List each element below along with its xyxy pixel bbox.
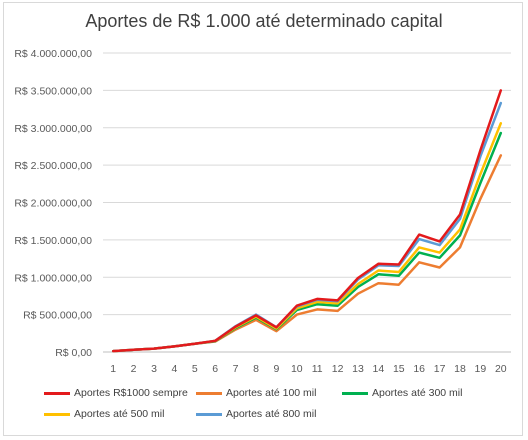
y-axis: R$ 0,00 R$ 500.000,00 R$ 1.000.000,00 R$ 1.… xyxy=(14,48,92,359)
legend-label: Aportes até 300 mil xyxy=(372,387,463,399)
chart-title: Aportes de R$ 1.000 até determinado capi… xyxy=(85,11,443,31)
x-tick-label: 10 xyxy=(291,363,303,375)
y-tick-label: R$ 2.500.000,00 xyxy=(14,160,92,172)
x-tick-label: 14 xyxy=(373,363,385,375)
x-tick-label: 3 xyxy=(151,363,157,375)
x-tick-label: 15 xyxy=(393,363,405,375)
legend-label: Aportes até 100 mil xyxy=(226,387,317,399)
chart-area xyxy=(3,2,523,436)
legend-item: Aportes até 500 mil xyxy=(44,407,164,421)
legend: Aportes R$1000 sempre Aportes até 100 mil… xyxy=(0,380,528,430)
x-tick-label: 13 xyxy=(352,363,364,375)
x-tick-label: 12 xyxy=(332,363,344,375)
legend-label: Aportes R$1000 sempre xyxy=(74,387,188,399)
legend-swatch xyxy=(44,391,70,395)
legend-swatch xyxy=(44,412,70,416)
legend-swatch xyxy=(196,412,222,416)
x-tick-label: 18 xyxy=(454,363,466,375)
x-tick-label: 9 xyxy=(273,363,279,375)
x-tick-label: 16 xyxy=(413,363,425,375)
y-tick-label: R$ 3.000.000,00 xyxy=(14,123,92,135)
x-tick-label: 19 xyxy=(475,363,487,375)
y-tick-label: R$ 4.000.000,00 xyxy=(14,48,92,60)
series-line xyxy=(111,101,503,353)
legend-label: Aportes até 500 mil xyxy=(74,408,165,420)
x-tick-label: 8 xyxy=(253,363,259,375)
series-line xyxy=(111,89,503,353)
legend-label: Aportes até 800 mil xyxy=(226,408,317,420)
y-tick-label: R$ 1.500.000,00 xyxy=(14,235,92,247)
y-tick-label: R$ 2.000.000,00 xyxy=(14,198,92,210)
x-axis: 1 2 3 4 5 6 7 8 9 10 11 12 13 14 15 16 17 18 19 20 xyxy=(110,363,507,375)
x-tick-label: 6 xyxy=(212,363,218,375)
x-tick-label: 20 xyxy=(495,363,507,375)
legend-item: Aportes R$1000 sempre xyxy=(44,386,188,400)
x-tick-label: 17 xyxy=(434,363,446,375)
y-tick-label: R$ 500.000,00 xyxy=(23,310,92,322)
x-tick-label: 11 xyxy=(312,363,323,375)
legend-swatch xyxy=(196,391,222,395)
legend-swatch xyxy=(342,391,368,395)
y-tick-label: R$ 3.500.000,00 xyxy=(14,85,92,97)
y-tick-label: R$ 0,00 xyxy=(55,347,92,359)
x-tick-label: 5 xyxy=(192,363,198,375)
x-tick-label: 4 xyxy=(171,363,177,375)
legend-item: Aportes até 100 mil xyxy=(196,386,316,400)
x-tick-label: 1 xyxy=(110,363,116,375)
legend-item: Aportes até 300 mil xyxy=(342,386,462,400)
x-tick-label: 7 xyxy=(233,363,239,375)
y-tick-label: R$ 1.000.000,00 xyxy=(14,272,92,284)
legend-item: Aportes até 800 mil xyxy=(196,407,316,421)
x-tick-label: 2 xyxy=(131,363,137,375)
